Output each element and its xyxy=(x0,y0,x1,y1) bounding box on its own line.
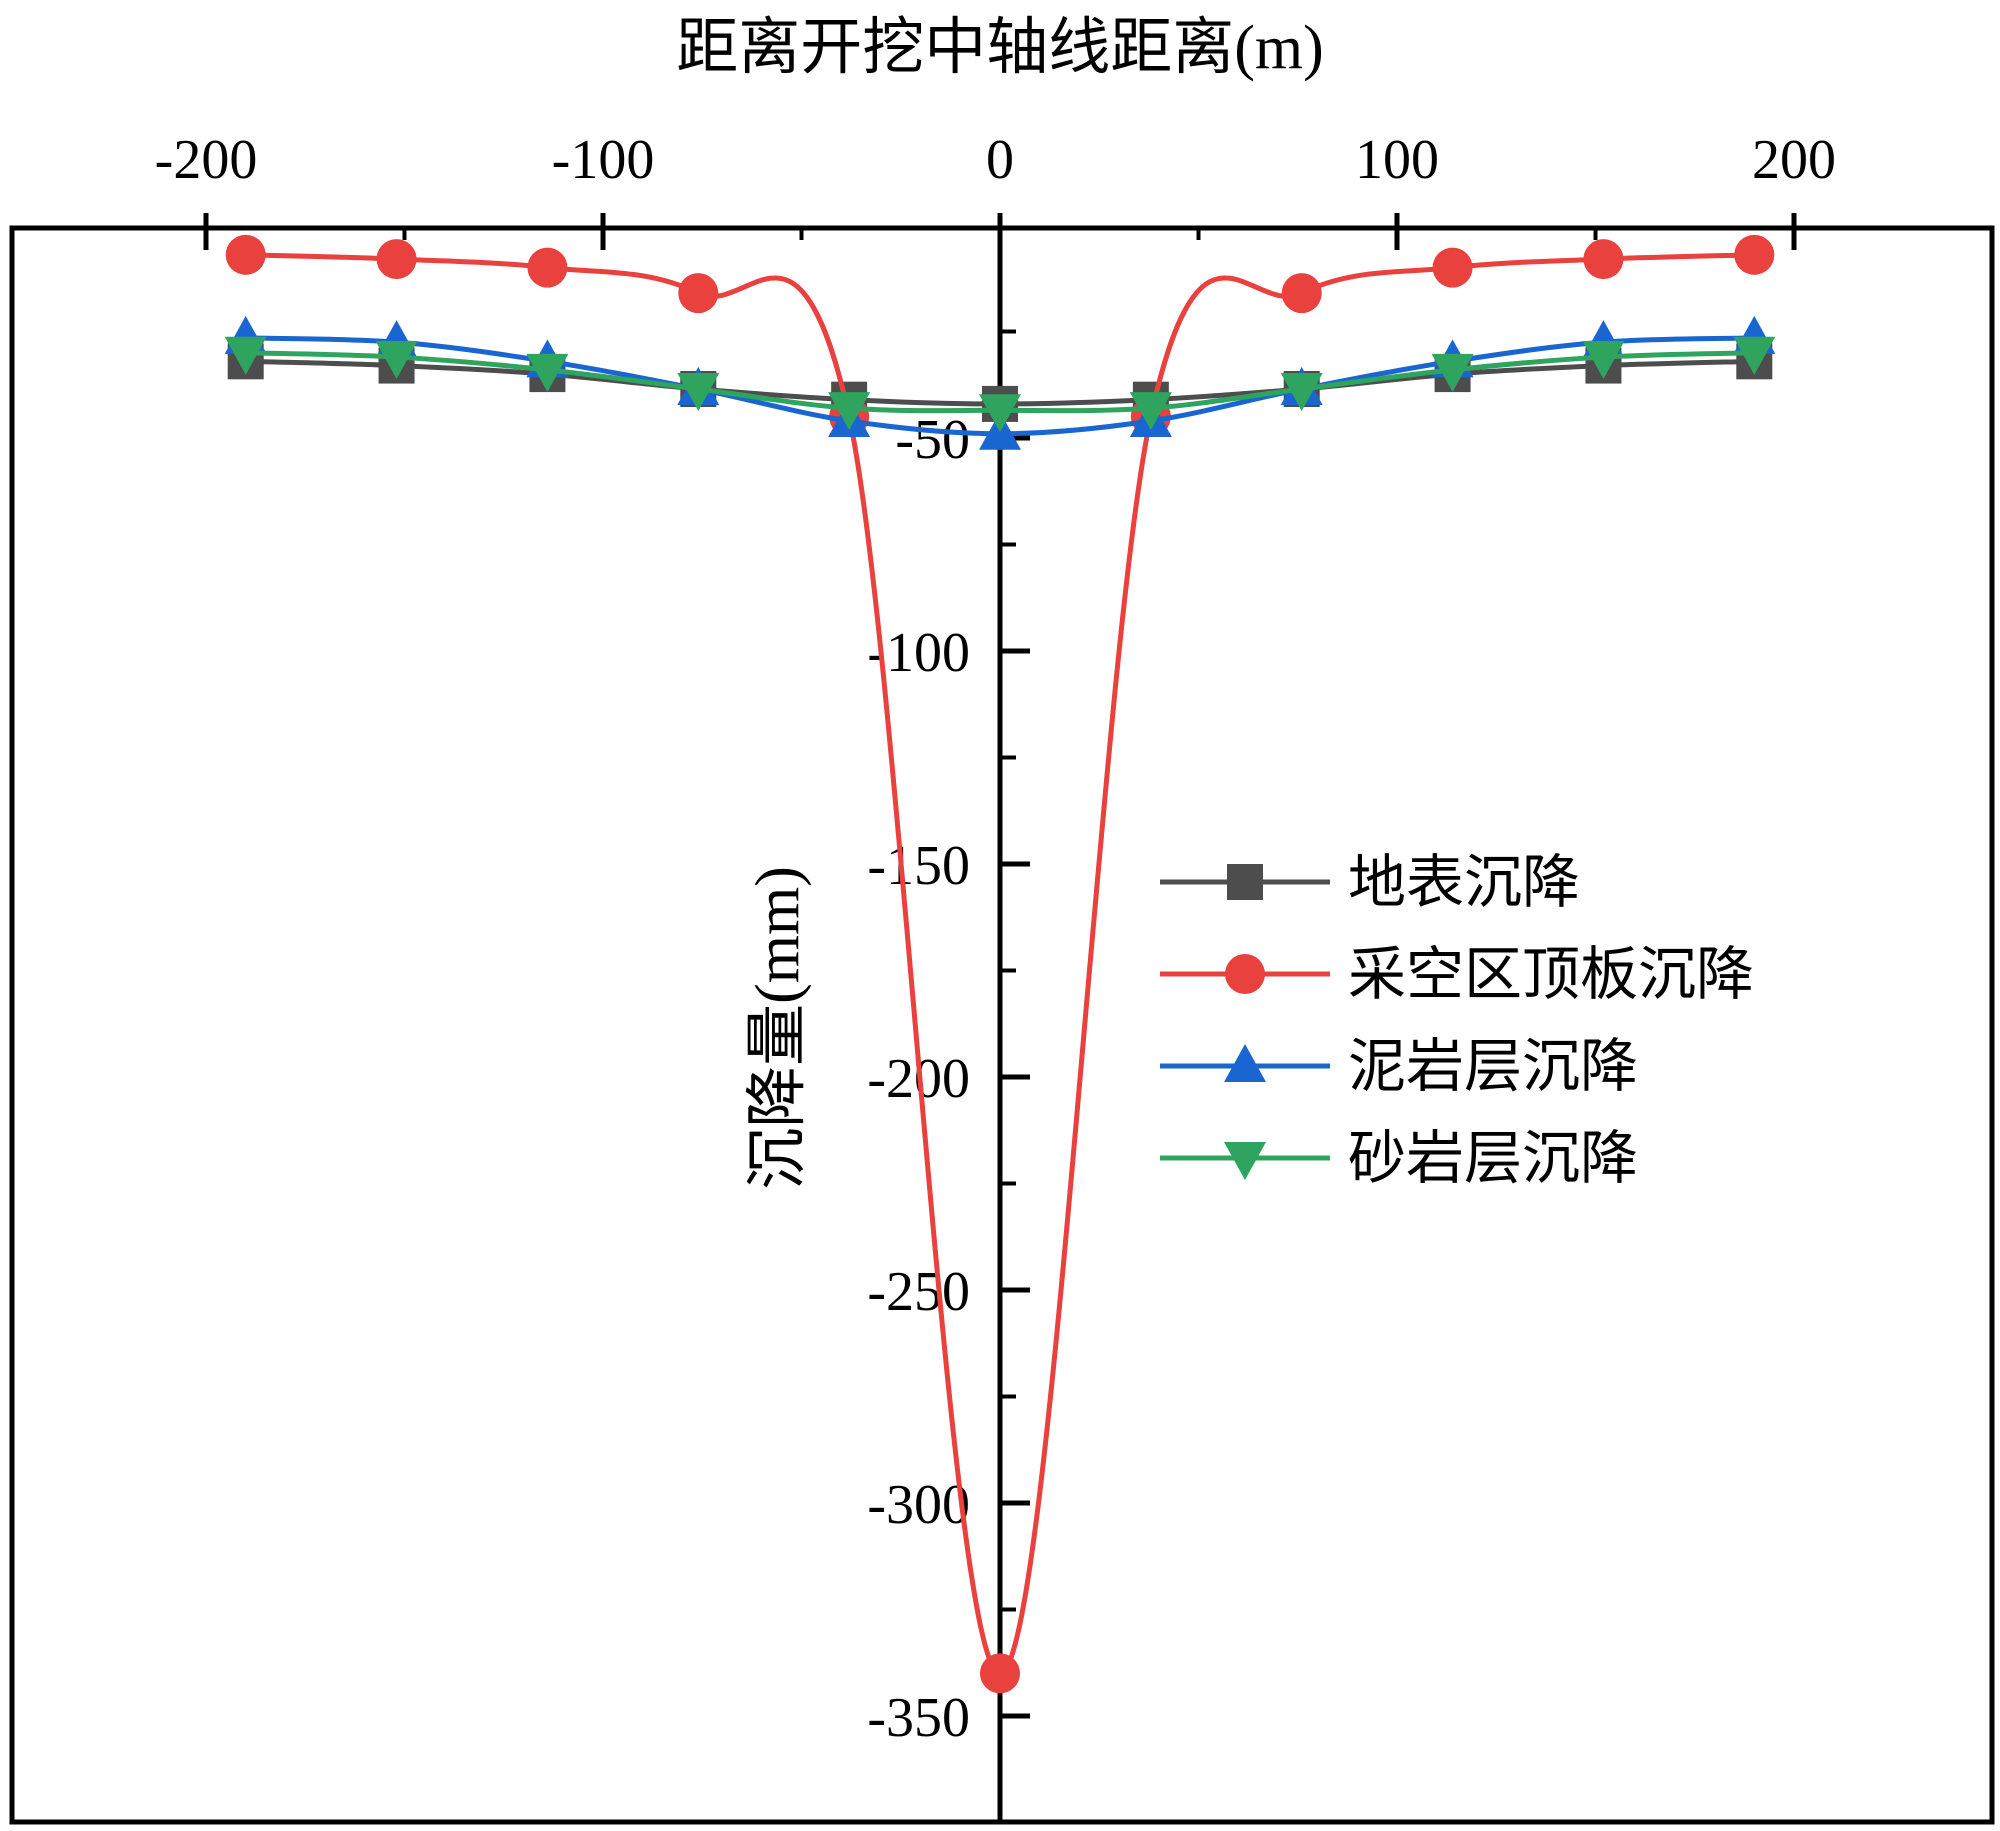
legend-item: 地表沉降 xyxy=(1160,848,1580,916)
triangle-down-marker xyxy=(979,394,1021,433)
circle-marker xyxy=(1281,273,1322,314)
series-1 xyxy=(225,234,1775,1694)
x-tick-label: 0 xyxy=(986,129,1014,191)
legend-item: 采空区顶板沉降 xyxy=(1160,940,1754,1008)
triangle-down-marker xyxy=(375,341,418,380)
triangle-down-marker xyxy=(828,392,871,431)
legend-label: 地表沉降 xyxy=(1348,848,1580,916)
series-3 xyxy=(224,336,1776,433)
circle-marker xyxy=(678,273,719,314)
circle-marker xyxy=(1583,239,1624,280)
legend-item: 砂岩层沉降 xyxy=(1160,1124,1638,1192)
y-tick-label: -350 xyxy=(867,1687,970,1749)
legend-label: 砂岩层沉降 xyxy=(1348,1124,1638,1192)
series-layer xyxy=(224,234,1776,1694)
x-tick-label: -200 xyxy=(155,129,258,191)
circle-marker xyxy=(376,239,417,280)
x-tick-labels: -200 -100 0 100 200 xyxy=(155,129,1836,191)
y-tick-label: -250 xyxy=(867,1261,970,1323)
y-tick-label: -300 xyxy=(867,1474,970,1536)
circle-marker xyxy=(225,234,266,275)
circle-marker xyxy=(527,247,568,288)
x-tick-label: 200 xyxy=(1752,129,1836,191)
y-tick-labels: -50-100-150-200-250-300-350 xyxy=(867,409,970,1749)
triangle-down-marker xyxy=(677,373,720,412)
legend-triangle-down-marker xyxy=(1224,1142,1266,1180)
triangle-down-marker xyxy=(1733,336,1776,375)
legend-circle-marker xyxy=(1225,954,1265,994)
circle-marker xyxy=(980,1653,1020,1694)
x-axis-title: 距离开挖中轴线距离(m) xyxy=(676,14,1324,82)
legend-label: 泥岩层沉降 xyxy=(1348,1032,1638,1100)
y-tick-label: -50 xyxy=(895,409,970,471)
triangle-down-marker xyxy=(1129,392,1172,431)
y-axis-ticks xyxy=(1000,329,1030,1719)
legend-triangle-up-marker xyxy=(1224,1044,1266,1082)
legend-label: 采空区顶板沉降 xyxy=(1348,940,1754,1008)
x-tick-label: -100 xyxy=(552,129,655,191)
triangle-down-marker xyxy=(224,336,267,375)
legend-square-marker xyxy=(1227,864,1263,900)
triangle-down-marker xyxy=(1280,373,1323,412)
legend-item: 泥岩层沉降 xyxy=(1160,1032,1638,1100)
x-axis-ticks xyxy=(203,213,1797,250)
triangle-down-marker xyxy=(1431,353,1474,392)
triangle-down-marker xyxy=(1582,341,1625,380)
x-tick-label: 100 xyxy=(1355,129,1439,191)
y-tick-label: -150 xyxy=(867,835,970,897)
triangle-down-marker xyxy=(526,353,569,392)
circle-marker xyxy=(1432,247,1473,288)
circle-marker xyxy=(1734,234,1775,275)
y-axis-title: 沉降量(mm) xyxy=(744,866,812,1190)
